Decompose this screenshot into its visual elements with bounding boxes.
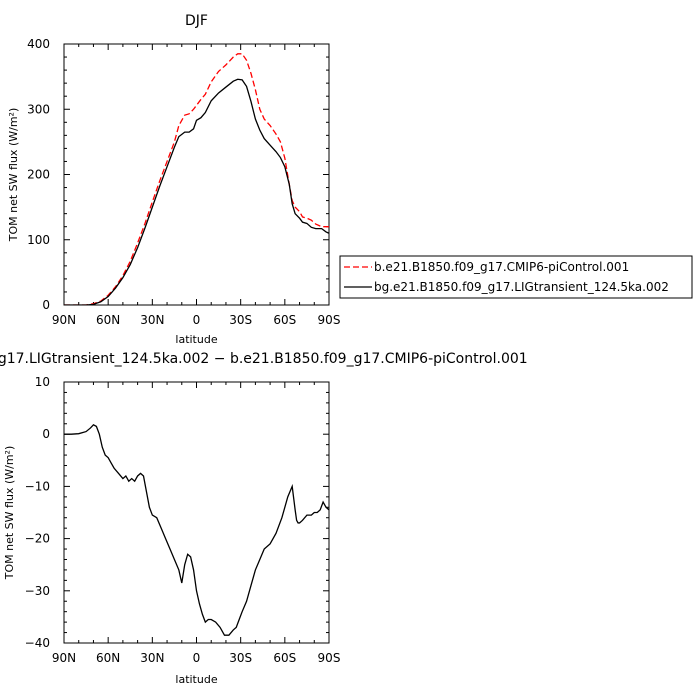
series-line-0 <box>64 53 329 305</box>
y-axis-label: TOM net SW flux (W/m²) <box>7 108 20 242</box>
legend-box <box>339 255 693 299</box>
y-axis-label: TOM net SW flux (W/m²) <box>3 446 16 580</box>
y-tick-label: 0 <box>42 298 50 312</box>
x-axis-label: latitude <box>175 333 217 346</box>
legend-label-1: bg.e21.B1850.f09_g17.LIGtransient_124.5k… <box>374 280 669 294</box>
x-tick-label: 30N <box>140 651 164 665</box>
x-tick-label: 0 <box>193 313 201 327</box>
y-tick-label: 400 <box>27 37 50 51</box>
x-tick-label: 30S <box>229 313 252 327</box>
x-tick-label: 90N <box>52 651 76 665</box>
chart-title: bg.e21.B1850.f09_g17.LIGtransient_124.5k… <box>0 351 528 367</box>
y-tick-label: −40 <box>25 636 50 650</box>
x-axis-label: latitude <box>175 673 217 686</box>
x-tick-label: 30N <box>140 313 164 327</box>
x-tick-label: 90S <box>318 313 341 327</box>
legend: b.e21.B1850.f09_g17.CMIP6-piControl.001b… <box>339 255 693 299</box>
y-tick-label: 300 <box>27 102 50 116</box>
x-tick-label: 90S <box>318 651 341 665</box>
x-tick-label: 30S <box>229 651 252 665</box>
plot-frame <box>63 43 330 306</box>
y-tick-label: 0 <box>42 427 50 441</box>
series-line-0 <box>64 423 329 636</box>
y-tick-label: 200 <box>27 168 50 182</box>
y-tick-label: 100 <box>27 233 50 247</box>
bottom-chart-panel: bg.e21.B1850.f09_g17.LIGtransient_124.5k… <box>0 351 528 686</box>
y-tick-label: −20 <box>25 532 50 546</box>
legend-label-0: b.e21.B1850.f09_g17.CMIP6-piControl.001 <box>374 260 629 274</box>
x-tick-label: 60N <box>96 651 120 665</box>
x-tick-label: 60S <box>273 313 296 327</box>
top-chart-panel: DJF 90N 60N 30N 0 30S 60S 90S 0 100 200 300 400 latit… <box>7 13 693 346</box>
y-tick-label: −10 <box>25 479 50 493</box>
series-line-1 <box>64 78 329 305</box>
y-tick-label: 10 <box>35 375 50 389</box>
x-tick-label: 60S <box>273 651 296 665</box>
x-tick-label: 90N <box>52 313 76 327</box>
x-tick-label: 60N <box>96 313 120 327</box>
chart-title: DJF <box>185 13 208 29</box>
y-tick-label: −30 <box>25 584 50 598</box>
plot-frame <box>63 381 330 644</box>
x-tick-label: 0 <box>193 651 201 665</box>
